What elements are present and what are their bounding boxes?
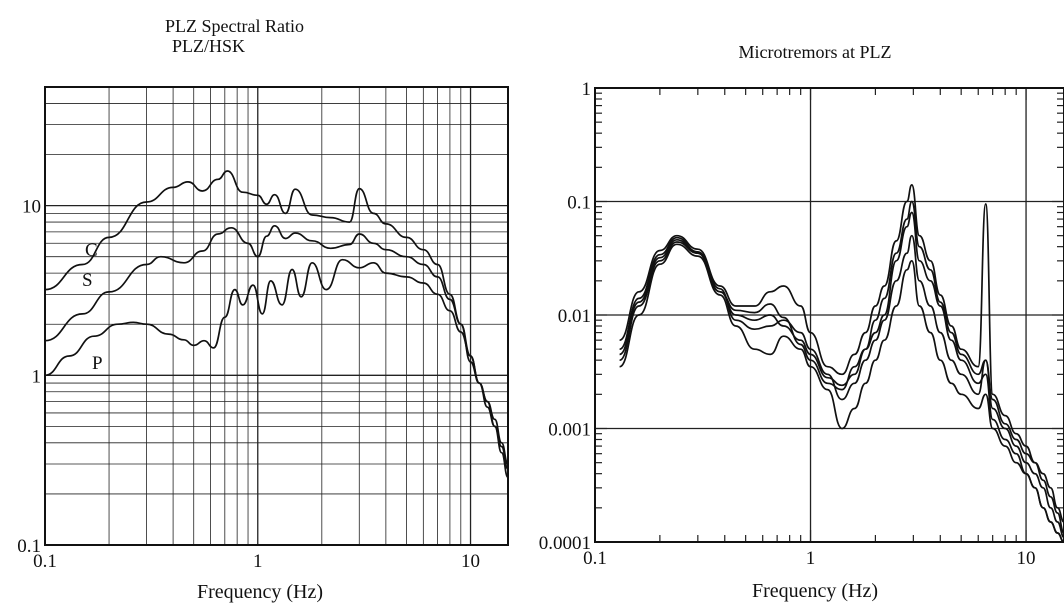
series-line-s3 xyxy=(619,243,1064,542)
left-chart-subtitle: PLZ/HSK xyxy=(172,36,245,56)
series-line-s2 xyxy=(619,234,1064,539)
left-chart-title: PLZ Spectral Ratio xyxy=(165,16,304,36)
curve-label-S: S xyxy=(82,270,93,291)
plot-frame xyxy=(44,86,509,546)
right-chart-title: Microtremors at PLZ xyxy=(739,42,892,62)
y-tick-label: 1 xyxy=(32,366,42,387)
grid-lines xyxy=(594,87,1064,543)
axis-ticks xyxy=(594,87,1064,543)
right-chart-microtremors: Microtremors at PLZ Frequency (Hz) 0.1 1 1… xyxy=(539,42,1064,602)
y-tick-label: 0.0001 xyxy=(539,533,591,554)
x-tick-label: 0.1 xyxy=(33,551,57,572)
y-tick-label: 0.1 xyxy=(17,536,41,557)
series-line-C xyxy=(45,170,508,465)
series-line-S xyxy=(45,224,508,470)
series-line-s1 xyxy=(619,184,1064,534)
x-tick-label: 10 xyxy=(461,551,480,572)
x-tick-label: 1 xyxy=(806,548,816,569)
x-tick-label: 0.1 xyxy=(583,548,607,569)
y-tick-label: 0.01 xyxy=(558,306,591,327)
x-tick-label: 10 xyxy=(1017,548,1036,569)
left-chart-spectral-ratio: PLZ Spectral Ratio PLZ/HSK Frequency (Hz… xyxy=(17,16,509,603)
right-chart-xlabel: Frequency (Hz) xyxy=(752,580,878,602)
series-line-s0 xyxy=(619,211,1064,542)
y-tick-label: 10 xyxy=(22,197,41,218)
left-chart-xlabel: Frequency (Hz) xyxy=(197,581,323,603)
plot-frame xyxy=(594,87,1064,543)
series-line-P xyxy=(45,258,508,479)
y-tick-label: 0.001 xyxy=(548,420,591,441)
x-tick-label: 1 xyxy=(253,551,263,572)
series-line-s4 xyxy=(619,200,1064,523)
curve-label-C: C xyxy=(85,240,98,261)
y-tick-label: 0.1 xyxy=(567,193,591,214)
grid-lines xyxy=(44,86,508,546)
curve-label-P: P xyxy=(92,353,103,374)
y-tick-label: 1 xyxy=(582,79,592,100)
